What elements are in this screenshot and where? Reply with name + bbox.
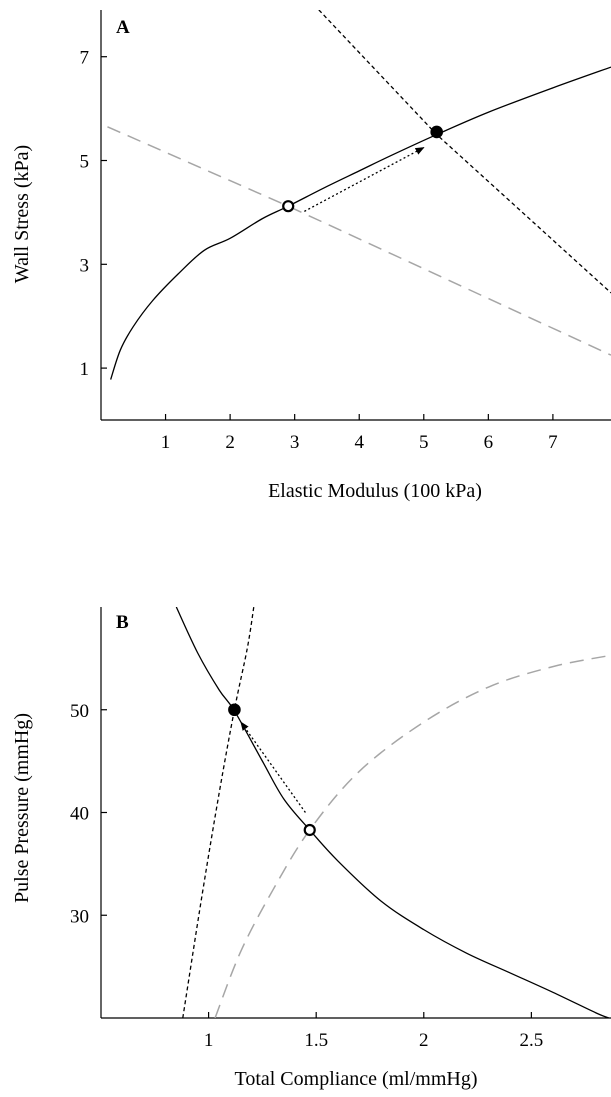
panel-a-x-tick-label: 2 [225, 432, 235, 453]
panel-a-series-solid-black [110, 66, 611, 380]
panel-a-x-tick-label: 4 [354, 432, 364, 453]
panel-b-x-tick-label: 1 [204, 1030, 214, 1051]
panel-b-point-open [303, 823, 316, 837]
panel-a-y-tick-label: 5 [80, 152, 90, 173]
panel-a-x-tick-label: 1 [161, 432, 171, 453]
panel-b-y-tick-label: 40 [70, 804, 89, 825]
panel-b-x-axis-title: Total Compliance (ml/mmHg) [235, 1068, 478, 1090]
panel-b-plot-area: 1 1.5 2 2.5 30 40 50 [70, 607, 611, 1051]
panel-b-y-tick-label: 30 [70, 906, 89, 927]
panel-a-y-tick-label: 7 [80, 48, 90, 69]
panel-b-series-dashed-black [182, 607, 255, 1018]
panel-a-y-tick-label: 3 [80, 255, 90, 276]
panel-b-x-tick-label: 2.5 [520, 1030, 544, 1051]
panel-b: 1 1.5 2 2.5 30 40 50 B Total Compliance (ml/mm… [11, 607, 611, 1090]
panel-a-x-tick-label: 5 [419, 432, 429, 453]
panel-b-data [175, 607, 611, 1018]
panel-a-plot-area: 1 2 3 4 5 6 7 1 3 5 7 [80, 10, 611, 453]
panel-a-point-open [282, 200, 295, 213]
panel-a-data [107, 10, 611, 380]
panel-a-transition-arrow [304, 146, 425, 212]
panel-a-x-tick-label: 6 [484, 432, 494, 453]
panel-b-label: B [116, 612, 129, 633]
panel-a-label: A [116, 17, 130, 38]
panel-b-point-filled [228, 703, 241, 717]
panel-b-x-tick-label: 1.5 [304, 1030, 328, 1051]
panel-a-series-dashed-black [318, 10, 611, 294]
panel-b-series-solid-black [175, 607, 610, 1018]
panel-a-y-tick-label: 1 [80, 359, 90, 380]
panel-a-y-axis-title: Wall Stress (kPa) [11, 145, 33, 283]
panel-b-series-dashed-gray [214, 654, 611, 1018]
panel-a-x-tick-label: 7 [548, 432, 558, 453]
panel-b-x-tick-label: 2 [419, 1030, 429, 1051]
panel-a-x-axis-title: Elastic Modulus (100 kPa) [268, 480, 482, 502]
panel-b-transition-arrow [240, 721, 306, 813]
panel-a-x-tick-label: 3 [290, 432, 300, 453]
panel-b-y-tick-label: 50 [70, 701, 89, 722]
panel-b-y-axis-title: Pulse Pressure (mmHg) [11, 713, 33, 903]
panel-a-series-dashed-gray [107, 126, 611, 356]
panel-a-point-filled [430, 125, 443, 139]
